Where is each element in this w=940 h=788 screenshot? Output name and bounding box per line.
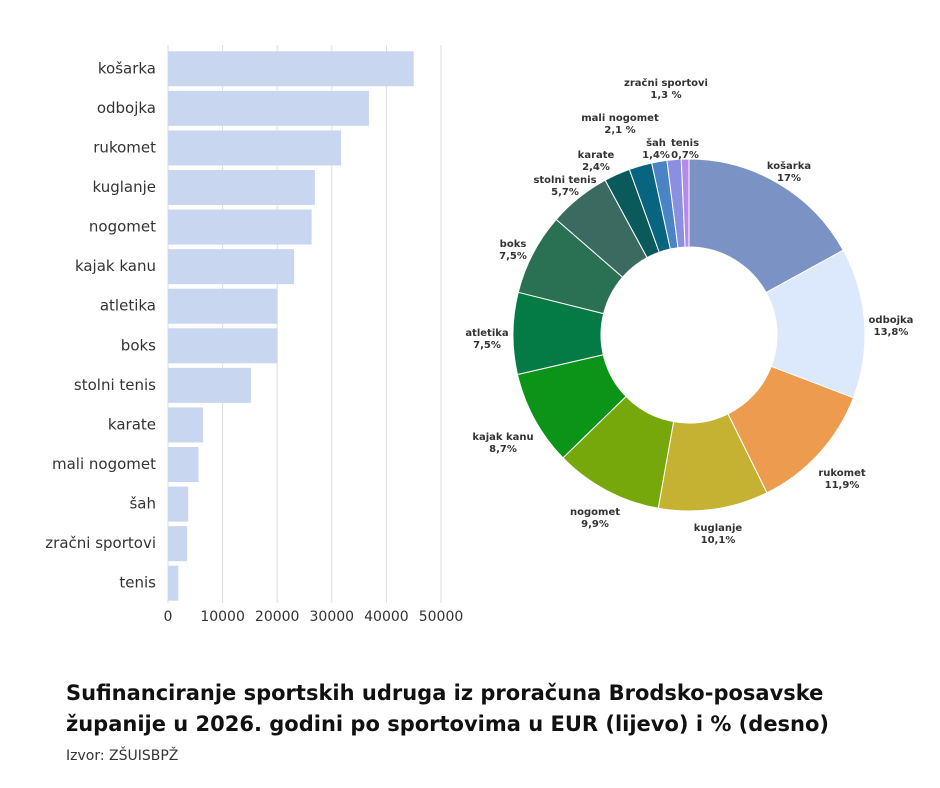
slice-label: stolni tenis	[533, 175, 596, 186]
x-tick-label: 20000	[255, 609, 300, 625]
slice-value-label: 1,4%	[642, 150, 670, 161]
bar	[168, 367, 251, 403]
x-tick-label: 50000	[419, 609, 464, 625]
y-tick-label: mali nogomet	[52, 455, 156, 473]
bar	[168, 51, 414, 87]
slice-value-label: 7,5%	[473, 340, 501, 351]
bar	[168, 170, 315, 205]
y-tick-label: nogomet	[89, 218, 156, 236]
title: Sufinanciranje sportskih udruga iz prora…	[66, 681, 830, 736]
donut-slice	[680, 158, 690, 248]
slice-label: šah	[646, 137, 666, 149]
slice-value-label: 10,1%	[701, 535, 736, 546]
bar	[168, 447, 199, 482]
slice-value-label: 17%	[777, 173, 801, 184]
x-tick-label: 0	[164, 609, 173, 625]
y-tick-label: kajak kanu	[75, 257, 156, 275]
charts: 0 10000 20000 30000 40000 50000 košarka odbojka…	[45, 45, 914, 625]
y-tick-label: šah	[129, 495, 156, 513]
slice-label: boks	[500, 239, 527, 250]
bar	[168, 90, 369, 126]
slice-value-label: 7,5%	[499, 251, 527, 262]
bar	[168, 526, 188, 562]
slice-value-label: 9,9%	[581, 519, 609, 530]
slice-value-label: 13,8%	[874, 327, 909, 338]
y-tick-label: boks	[121, 336, 156, 354]
slice-label: nogomet	[570, 507, 620, 518]
slice-label: rukomet	[818, 468, 866, 479]
y-tick-label: odbojka	[97, 99, 156, 117]
slice-label: zračni sportovi	[624, 77, 708, 89]
slice-value-label: 2,1 %	[604, 125, 635, 136]
bar	[168, 486, 189, 522]
bar	[168, 328, 278, 364]
donut-slice	[688, 158, 844, 294]
x-tick-label: 40000	[364, 609, 409, 625]
slice-value-label: 8,7%	[489, 444, 517, 455]
x-tick-label: 10000	[200, 609, 245, 625]
source: Izvor: ZŠUISBPŽ	[66, 748, 179, 764]
slice-value-label: 11,9%	[825, 480, 860, 491]
y-tick-label: kuglanje	[92, 178, 156, 196]
slice-value-label: 2,4%	[582, 162, 610, 173]
slice-value-label: 1,3 %	[650, 90, 681, 101]
y-tick-label: karate	[108, 415, 156, 433]
slice-label: mali nogomet	[581, 113, 659, 124]
bar	[168, 249, 295, 285]
y-tick-label: rukomet	[93, 138, 156, 156]
y-tick-label: zračni sportovi	[45, 534, 156, 552]
slice-label: tenis	[671, 138, 699, 149]
slice-label: košarka	[767, 160, 811, 172]
bar	[168, 130, 342, 166]
slice-value-label: 0,7%	[671, 150, 699, 161]
bar	[168, 209, 312, 245]
y-tick-label: tenis	[119, 574, 156, 592]
x-tick-label: 30000	[310, 609, 355, 625]
slice-label: odbojka	[869, 315, 914, 326]
slice-value-label: 5,7%	[551, 187, 579, 198]
slice-label: karate	[578, 150, 615, 161]
bar	[168, 407, 203, 443]
slice-label: atletika	[465, 328, 508, 339]
y-tick-label: stolni tenis	[74, 376, 156, 394]
y-tick-label: košarka	[98, 59, 156, 77]
slice-label: kajak kanu	[472, 432, 533, 443]
slice-label: kuglanje	[694, 523, 743, 534]
y-tick-label: atletika	[100, 297, 156, 315]
bar	[168, 565, 179, 601]
bar	[168, 288, 278, 324]
